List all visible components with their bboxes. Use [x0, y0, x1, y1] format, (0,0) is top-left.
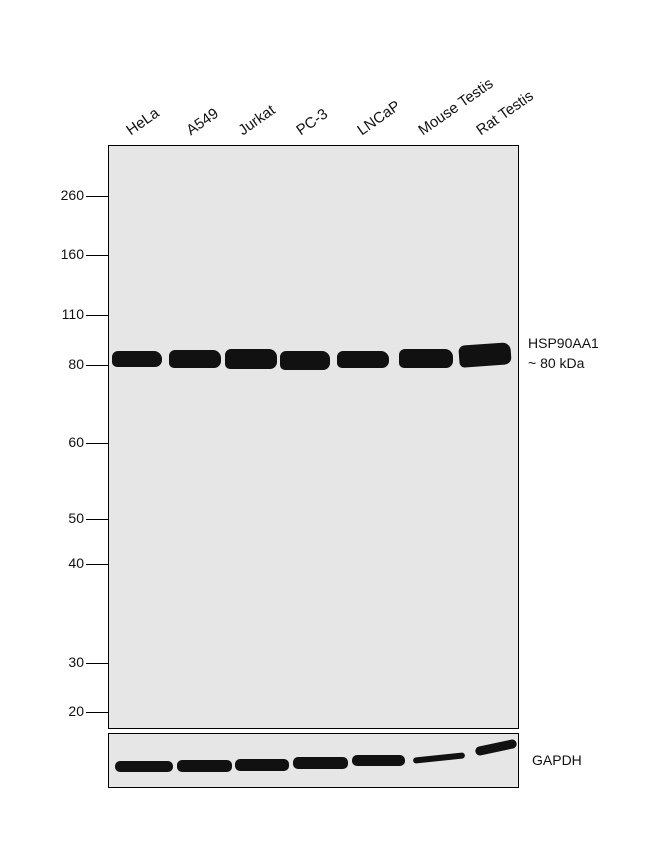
mw-marker-tick	[86, 315, 108, 316]
mw-marker-tick	[86, 255, 108, 256]
gapdh-band	[115, 761, 173, 772]
protein-band	[225, 349, 277, 369]
mw-marker-label: 260	[60, 187, 84, 203]
protein-band	[337, 351, 389, 368]
gapdh-blot-panel	[108, 733, 519, 788]
mw-marker-label: 40	[68, 555, 84, 571]
main-blot-panel	[108, 145, 519, 729]
lane-label: LNCaP	[354, 97, 404, 139]
mw-marker-tick	[86, 519, 108, 520]
target-name: HSP90AA1	[528, 335, 599, 351]
lane-label: HeLa	[123, 104, 163, 139]
mw-marker-label: 80	[68, 356, 84, 372]
target-size: ~ 80 kDa	[528, 355, 585, 371]
mw-marker-label: 30	[68, 654, 84, 670]
mw-marker-tick	[86, 663, 108, 664]
loading-control-label: GAPDH	[532, 752, 582, 768]
protein-band	[458, 342, 512, 368]
mw-marker-tick	[86, 443, 108, 444]
gapdh-band	[412, 752, 466, 764]
lane-label: A549	[183, 104, 222, 139]
gapdh-band	[235, 759, 289, 771]
lane-label: PC-3	[293, 105, 332, 139]
protein-band	[169, 350, 221, 368]
mw-marker-tick	[86, 564, 108, 565]
mw-marker-label: 160	[60, 246, 84, 262]
mw-marker-tick	[86, 196, 108, 197]
gapdh-band	[352, 755, 405, 766]
mw-marker-label: 20	[68, 703, 84, 719]
protein-band	[112, 351, 162, 367]
gapdh-band	[177, 760, 232, 772]
gapdh-band	[474, 738, 518, 757]
mw-marker-label: 60	[68, 434, 84, 450]
mw-marker-tick	[86, 712, 108, 713]
lane-label: Jurkat	[235, 101, 279, 139]
mw-marker-label: 50	[68, 510, 84, 526]
protein-band	[399, 349, 453, 368]
gapdh-band	[293, 757, 348, 769]
mw-marker-tick	[86, 365, 108, 366]
mw-marker-label: 110	[61, 306, 84, 322]
protein-band	[280, 351, 330, 370]
target-label: HSP90AA1 ~ 80 kDa	[528, 333, 599, 373]
